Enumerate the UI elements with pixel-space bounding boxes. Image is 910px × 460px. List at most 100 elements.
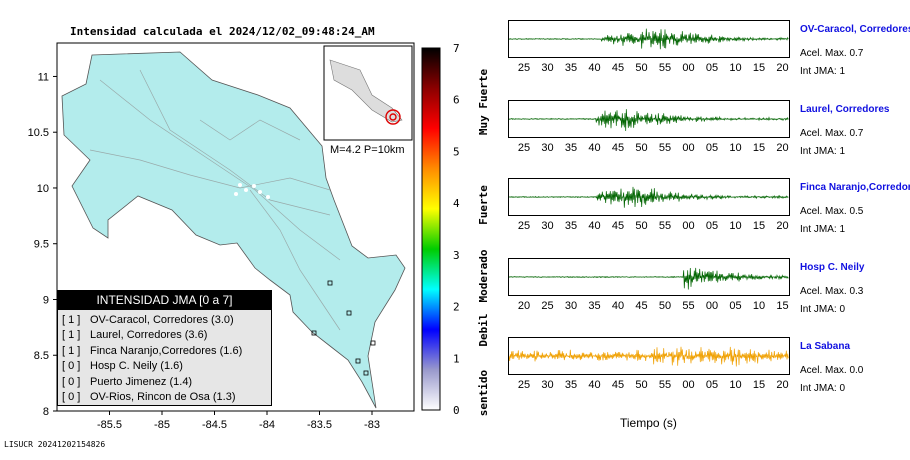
station-name: Hosp C. Neily xyxy=(800,262,865,273)
waveform-tick-label: 30 xyxy=(541,62,554,74)
waveform-tick-label: 20 xyxy=(776,142,789,154)
page-title: Intensidad calculada el 2024/12/02_09:48… xyxy=(70,25,375,38)
waveform-tick-label: 25 xyxy=(517,220,531,232)
legend-item-label: Hosp C. Neily (1.6) xyxy=(90,360,183,373)
waveform-tick-label: 15 xyxy=(752,220,766,232)
waveform-tick-label: 45 xyxy=(611,62,625,74)
waveform-tick-label: 00 xyxy=(682,142,695,154)
waveform-trace xyxy=(508,28,789,50)
footer-id: LISUCR 20241202154826 xyxy=(4,440,106,449)
waveform-tick-label: 45 xyxy=(611,142,625,154)
waveform-x-axis: 20 25 30 35 40 45 50 55 00 05 10 15 xyxy=(508,300,790,312)
costa-rica-land xyxy=(61,51,406,409)
scale-word: Muy Fuerte xyxy=(477,69,490,136)
waveform-tick-label: 30 xyxy=(564,300,578,312)
station-name: OV-Caracol, Corredores xyxy=(800,24,910,35)
legend-item: [ 0 ] Puerto Jimenez (1.4) xyxy=(62,375,271,390)
waveform-tick-label: 05 xyxy=(729,300,742,312)
scale-bar xyxy=(421,47,441,411)
station-int-jma: Int JMA: 1 xyxy=(800,224,846,235)
scale-words: Muy Fuerte Fuerte Moderado Debil No sentido xyxy=(477,69,490,420)
map-x-tick-label: -83.5 xyxy=(307,419,332,431)
legend-item-label: Finca Naranjo,Corredores (1.6) xyxy=(90,344,243,357)
station-int-jma: Int JMA: 1 xyxy=(800,66,846,77)
waveform-tick-label: 40 xyxy=(611,300,625,312)
waveform-tick-label: 30 xyxy=(541,142,554,154)
waveform-tick-label: 35 xyxy=(564,379,578,391)
waveform-tick-label: 10 xyxy=(752,300,766,312)
waveform-tick-label: 25 xyxy=(541,300,554,312)
waveform-tick-label: 05 xyxy=(705,379,719,391)
legend-item-intensity: [ 0 ] xyxy=(62,360,81,373)
map-y-tick-label: 11 xyxy=(38,71,49,83)
waveform-tick-label: 05 xyxy=(705,220,719,232)
waveform-plot xyxy=(508,186,789,208)
legend-item: [ 1 ] Laurel, Corredores (3.6) xyxy=(62,328,271,343)
waveform-trace xyxy=(508,109,789,132)
station-name: Laurel, Corredores xyxy=(800,104,890,115)
scale-number: 2 xyxy=(453,301,460,314)
waveform-tick-label: 00 xyxy=(682,62,695,74)
map-y-tick-label: 10 xyxy=(37,183,49,195)
station-markers xyxy=(311,280,376,376)
legend-item: [ 0 ] Hosp C. Neily (1.6) xyxy=(62,359,271,374)
waveform-panel xyxy=(508,337,790,375)
waveform-tick-label: 05 xyxy=(705,142,719,154)
map-y-tick-label: 8 xyxy=(43,406,49,418)
waveform-trace xyxy=(508,267,789,290)
map-x-tick-label: -85.5 xyxy=(97,419,122,431)
scale-number: 0 xyxy=(453,404,460,417)
waveform-tick-label: 15 xyxy=(776,300,789,312)
waveform-tick-label: 55 xyxy=(658,62,672,74)
scale-number: 6 xyxy=(453,94,460,107)
waveform-tick-label: 20 xyxy=(776,220,789,232)
waveform-tick-label: 10 xyxy=(729,379,742,391)
waveform-x-axis: 25 30 35 40 45 50 55 00 05 10 15 20 xyxy=(508,220,790,232)
intensity-legend: INTENSIDAD JMA [0 a 7] [ 1 ] OV-Caracol, … xyxy=(57,290,272,406)
waveform-tick-label: 35 xyxy=(588,300,601,312)
waveform-tick-label: 10 xyxy=(729,142,742,154)
legend-item-intensity: [ 1 ] xyxy=(62,329,81,342)
intensity-color-scale: 7 6 5 4 3 2 1 0 Muy Fuerte Fuerte Moderado Debil No… xyxy=(421,42,490,420)
legend-item-intensity: [ 0 ] xyxy=(62,390,81,403)
waveform-tick-label: 55 xyxy=(658,220,672,232)
waveform-tick-label: 00 xyxy=(705,300,719,312)
waveform-tick-label: 45 xyxy=(611,220,625,232)
waveform-plot xyxy=(508,267,789,290)
waveform-panel xyxy=(508,258,790,296)
waveform-plot xyxy=(508,109,789,132)
waveform-tick-label: 45 xyxy=(635,300,648,312)
waveform-panel xyxy=(508,100,790,138)
waveform-tick-label: 30 xyxy=(541,220,554,232)
map-y-tick-label: 9.5 xyxy=(34,239,49,251)
waveform-plot xyxy=(508,28,789,50)
waveform-panel xyxy=(508,20,790,58)
waveform-tick-label: 20 xyxy=(776,62,789,74)
waveform-tick-label: 40 xyxy=(588,142,601,154)
waveform-tick-label: 45 xyxy=(611,379,625,391)
scale-number: 7 xyxy=(453,42,460,55)
waveform-tick-label: 25 xyxy=(517,379,531,391)
map-y-tick-label: 8.5 xyxy=(34,350,49,362)
waveform-x-axis: 25 30 35 40 45 50 55 00 05 10 15 20 xyxy=(508,379,790,391)
station-int-jma: Int JMA: 0 xyxy=(800,383,846,394)
legend-list: [ 1 ] OV-Caracol, Corredores (3.0) [ 1 ] La… xyxy=(62,313,271,405)
waveform-tick-label: 50 xyxy=(635,142,648,154)
waveform-tick-label: 55 xyxy=(658,142,672,154)
waveform-trace xyxy=(508,346,789,367)
waveform-tick-label: 35 xyxy=(564,220,578,232)
map-x-tick-label: -84 xyxy=(259,419,275,431)
inset-caption: M=4.2 P=10km xyxy=(330,144,405,156)
time-axis-label: Tiempo (s) xyxy=(620,416,677,430)
map-x-axis: -85.5 -85 -84.5 -84 -83.5 -83 xyxy=(97,411,380,431)
waveform-tick-label: 30 xyxy=(541,379,554,391)
waveform-tick-label: 35 xyxy=(564,142,578,154)
waveform-plot xyxy=(508,346,789,367)
station-int-jma: Int JMA: 1 xyxy=(800,146,846,157)
scale-word: Fuerte xyxy=(477,185,490,225)
waveform-tick-label: 40 xyxy=(588,220,601,232)
legend-item: [ 1 ] OV-Caracol, Corredores (3.0) xyxy=(62,313,271,328)
waveform-tick-label: 40 xyxy=(588,379,601,391)
map-x-tick-label: -83 xyxy=(364,419,380,431)
waveform-tick-label: 55 xyxy=(658,379,672,391)
